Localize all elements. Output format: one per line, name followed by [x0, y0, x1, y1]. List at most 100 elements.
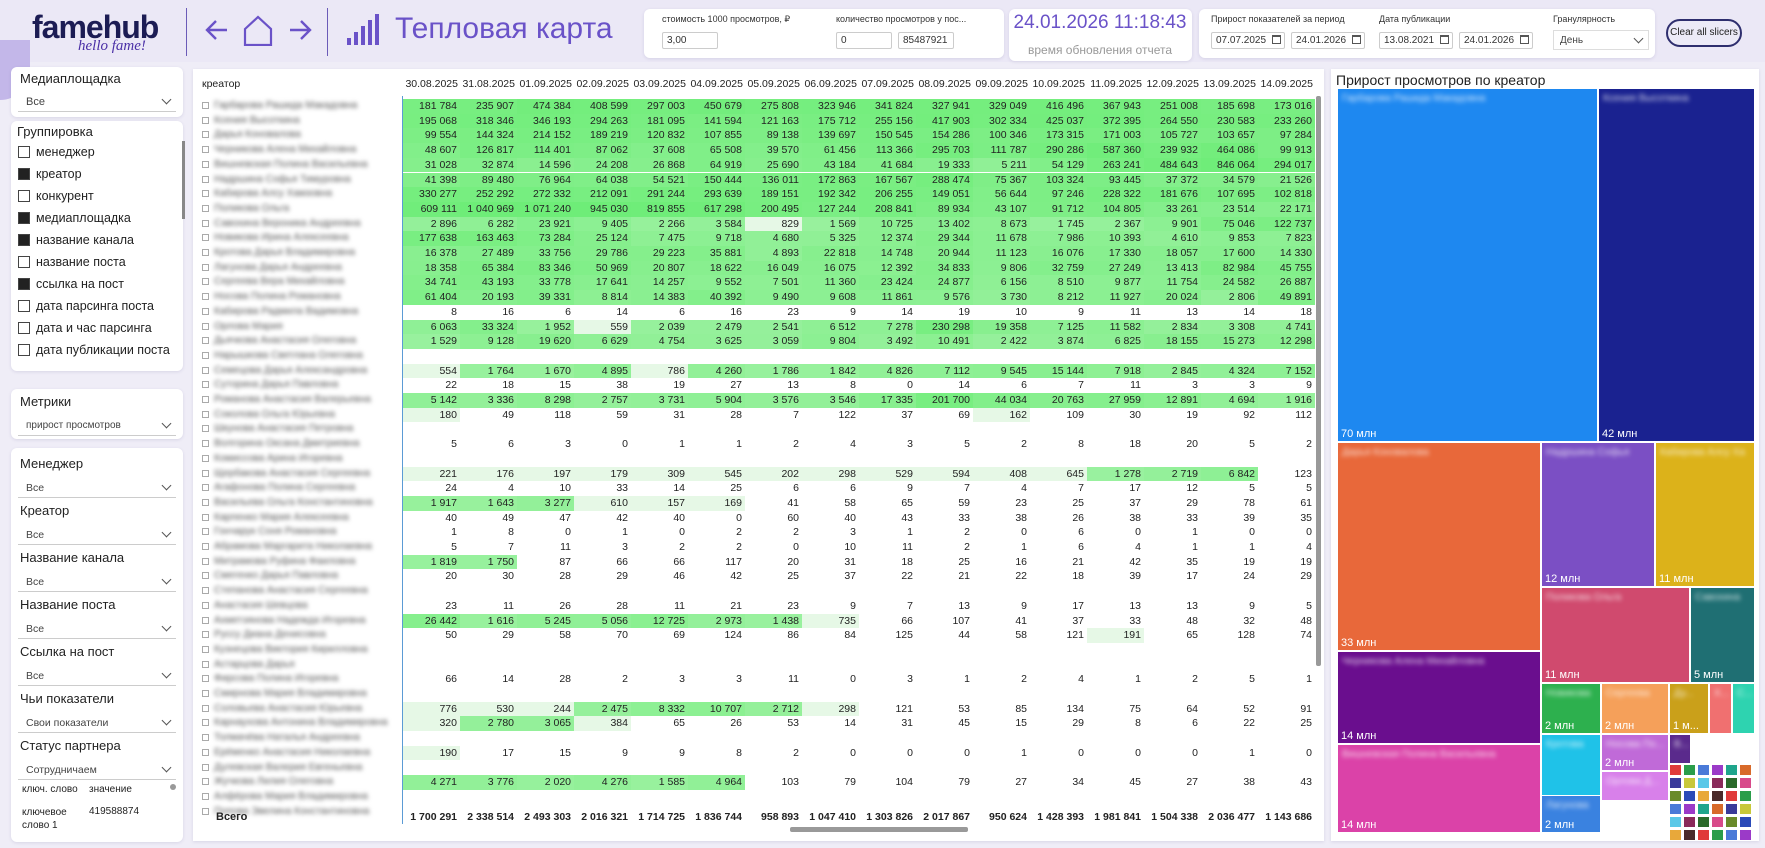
heatmap-cell[interactable]: 214 152: [517, 128, 574, 144]
treemap-small-tile[interactable]: [1711, 777, 1724, 789]
heatmap-cell[interactable]: [916, 687, 973, 702]
expand-icon[interactable]: [202, 645, 209, 653]
heatmap-cell[interactable]: 10: [559, 482, 571, 495]
heatmap-cell[interactable]: 24 582: [1201, 275, 1258, 291]
heatmap-cell[interactable]: [1258, 790, 1315, 805]
treemap-tile[interactable]: Кабирова Алсу Ха 11 млн: [1655, 442, 1755, 587]
heatmap-cell[interactable]: 6 156: [973, 275, 1030, 291]
heatmap-cell[interactable]: 73 284: [517, 231, 574, 246]
heatmap-cell[interactable]: 53: [787, 717, 799, 730]
heatmap-cell[interactable]: 7 152: [1258, 363, 1315, 379]
heatmap-cell[interactable]: [973, 452, 1030, 467]
heatmap-cell[interactable]: 408: [973, 466, 1030, 482]
heatmap-cell[interactable]: 144 324: [460, 128, 517, 144]
heatmap-cell[interactable]: 120 832: [631, 128, 688, 144]
heatmap-cell[interactable]: 139 697: [802, 128, 859, 144]
heatmap-cell[interactable]: 329 049: [973, 99, 1030, 114]
heatmap-cell[interactable]: 288 474: [916, 172, 973, 188]
heatmap-cell[interactable]: 235 907: [460, 99, 517, 114]
heatmap-cell[interactable]: 43: [1300, 776, 1312, 789]
heatmap-cell[interactable]: 126 817: [460, 143, 517, 158]
heatmap-cell[interactable]: 5: [451, 541, 457, 553]
heatmap-cell[interactable]: [631, 658, 688, 673]
heatmap-cell[interactable]: 15: [1015, 717, 1027, 730]
heatmap-cell[interactable]: 2: [679, 541, 685, 553]
heatmap-cell[interactable]: 16 049: [745, 260, 802, 276]
heatmap-cell[interactable]: 3: [907, 438, 913, 451]
heatmap-cell[interactable]: 23: [445, 599, 457, 612]
heatmap-cell[interactable]: 6 629: [574, 334, 631, 349]
heatmap-cell[interactable]: 39: [1129, 570, 1141, 583]
heatmap-cell[interactable]: 293 639: [688, 187, 745, 202]
heatmap-cell[interactable]: 4 260: [688, 363, 745, 379]
heatmap-cell[interactable]: 97 284: [1258, 128, 1315, 144]
heatmap-cell[interactable]: [859, 731, 916, 746]
heatmap-cell[interactable]: 1 750: [460, 554, 517, 570]
heatmap-cell[interactable]: 53: [958, 702, 970, 715]
heatmap-cell[interactable]: 56 644: [973, 187, 1030, 202]
heatmap-cell[interactable]: 117: [725, 555, 742, 568]
heatmap-cell[interactable]: [1030, 643, 1087, 658]
heatmap-cell[interactable]: 1 569: [802, 216, 859, 232]
heatmap-cell[interactable]: 264 550: [1144, 113, 1201, 129]
heatmap-cell[interactable]: 22 171: [1258, 201, 1315, 217]
heatmap-cell[interactable]: 29 223: [631, 246, 688, 261]
heatmap-cell[interactable]: 112: [1295, 408, 1312, 421]
creator-name[interactable]: Дарья Коновалова: [214, 129, 301, 141]
heatmap-cell[interactable]: 93 445: [1087, 172, 1144, 188]
expand-icon[interactable]: [202, 249, 209, 256]
heatmap-cell[interactable]: [1087, 687, 1144, 702]
heatmap-cell[interactable]: 35: [1300, 511, 1312, 524]
expand-icon[interactable]: [202, 396, 209, 403]
heatmap-cell[interactable]: 7: [508, 541, 514, 553]
heatmap-cell[interactable]: 3 065: [517, 716, 574, 732]
heatmap-cell[interactable]: 75: [1129, 702, 1141, 715]
heatmap-cell[interactable]: 9 718: [688, 231, 745, 246]
heatmap-cell[interactable]: 20 807: [631, 260, 688, 276]
heatmap-cell[interactable]: 3 546: [802, 393, 859, 408]
heatmap-cell[interactable]: [460, 349, 517, 364]
treemap-tile[interactable]: Лагунова 2 млн: [1541, 795, 1601, 833]
heatmap-cell[interactable]: 9 608: [802, 290, 859, 305]
heatmap-cell[interactable]: 23 514: [1201, 201, 1258, 217]
date-column-header[interactable]: 31.08.2025: [462, 78, 515, 90]
heatmap-cell[interactable]: 21: [1072, 555, 1084, 568]
filter-dropdown[interactable]: Все: [18, 525, 176, 545]
heatmap-cell[interactable]: 20: [1186, 438, 1198, 451]
heatmap-cell[interactable]: 19: [1186, 408, 1198, 421]
heatmap-cell[interactable]: 37 372: [1144, 172, 1201, 188]
heatmap-cell[interactable]: 58: [559, 629, 571, 642]
heatmap-cell[interactable]: 298: [802, 466, 859, 482]
heatmap-cell[interactable]: [574, 687, 631, 702]
heatmap-cell[interactable]: 0: [679, 526, 685, 539]
heatmap-cell[interactable]: 8 332: [631, 701, 688, 717]
heatmap-cell[interactable]: [574, 658, 631, 673]
heatmap-cell[interactable]: 191: [1087, 628, 1144, 643]
heatmap-cell[interactable]: 46: [673, 570, 685, 583]
treemap-small-tile[interactable]: [1683, 803, 1696, 815]
heatmap-cell[interactable]: [688, 643, 745, 658]
heatmap-cell[interactable]: 239 932: [1144, 143, 1201, 158]
heatmap-cell[interactable]: 16: [502, 305, 514, 318]
heatmap-cell[interactable]: 6 842: [1201, 466, 1258, 482]
heatmap-cell[interactable]: 735: [802, 613, 859, 629]
heatmap-cell[interactable]: 85: [1015, 702, 1027, 715]
heatmap-cell[interactable]: 1: [1249, 746, 1255, 759]
heatmap-cell[interactable]: 34 741: [403, 275, 460, 291]
heatmap-cell[interactable]: 76 964: [517, 172, 574, 188]
creator-name[interactable]: Романова Анастасия Валерьевна: [214, 394, 371, 405]
heatmap-cell[interactable]: 136 011: [745, 172, 802, 188]
heatmap-cell[interactable]: 1: [622, 526, 628, 539]
heatmap-cell[interactable]: 23: [787, 305, 799, 318]
heatmap-cell[interactable]: 829: [745, 216, 802, 232]
heatmap-cell[interactable]: 7 278: [859, 319, 916, 335]
creator-name[interactable]: Нарышкова Светлана Олеговна: [214, 349, 363, 361]
heatmap-cell[interactable]: [973, 658, 1030, 673]
heatmap-cell[interactable]: 69: [958, 408, 970, 421]
granularity-dropdown[interactable]: День: [1553, 30, 1649, 50]
expand-icon[interactable]: [202, 498, 209, 506]
expand-icon[interactable]: [202, 175, 209, 183]
heatmap-cell[interactable]: 41 684: [859, 157, 916, 173]
heatmap-cell[interactable]: 33: [616, 482, 628, 495]
heatmap-cell[interactable]: 6: [508, 438, 514, 451]
